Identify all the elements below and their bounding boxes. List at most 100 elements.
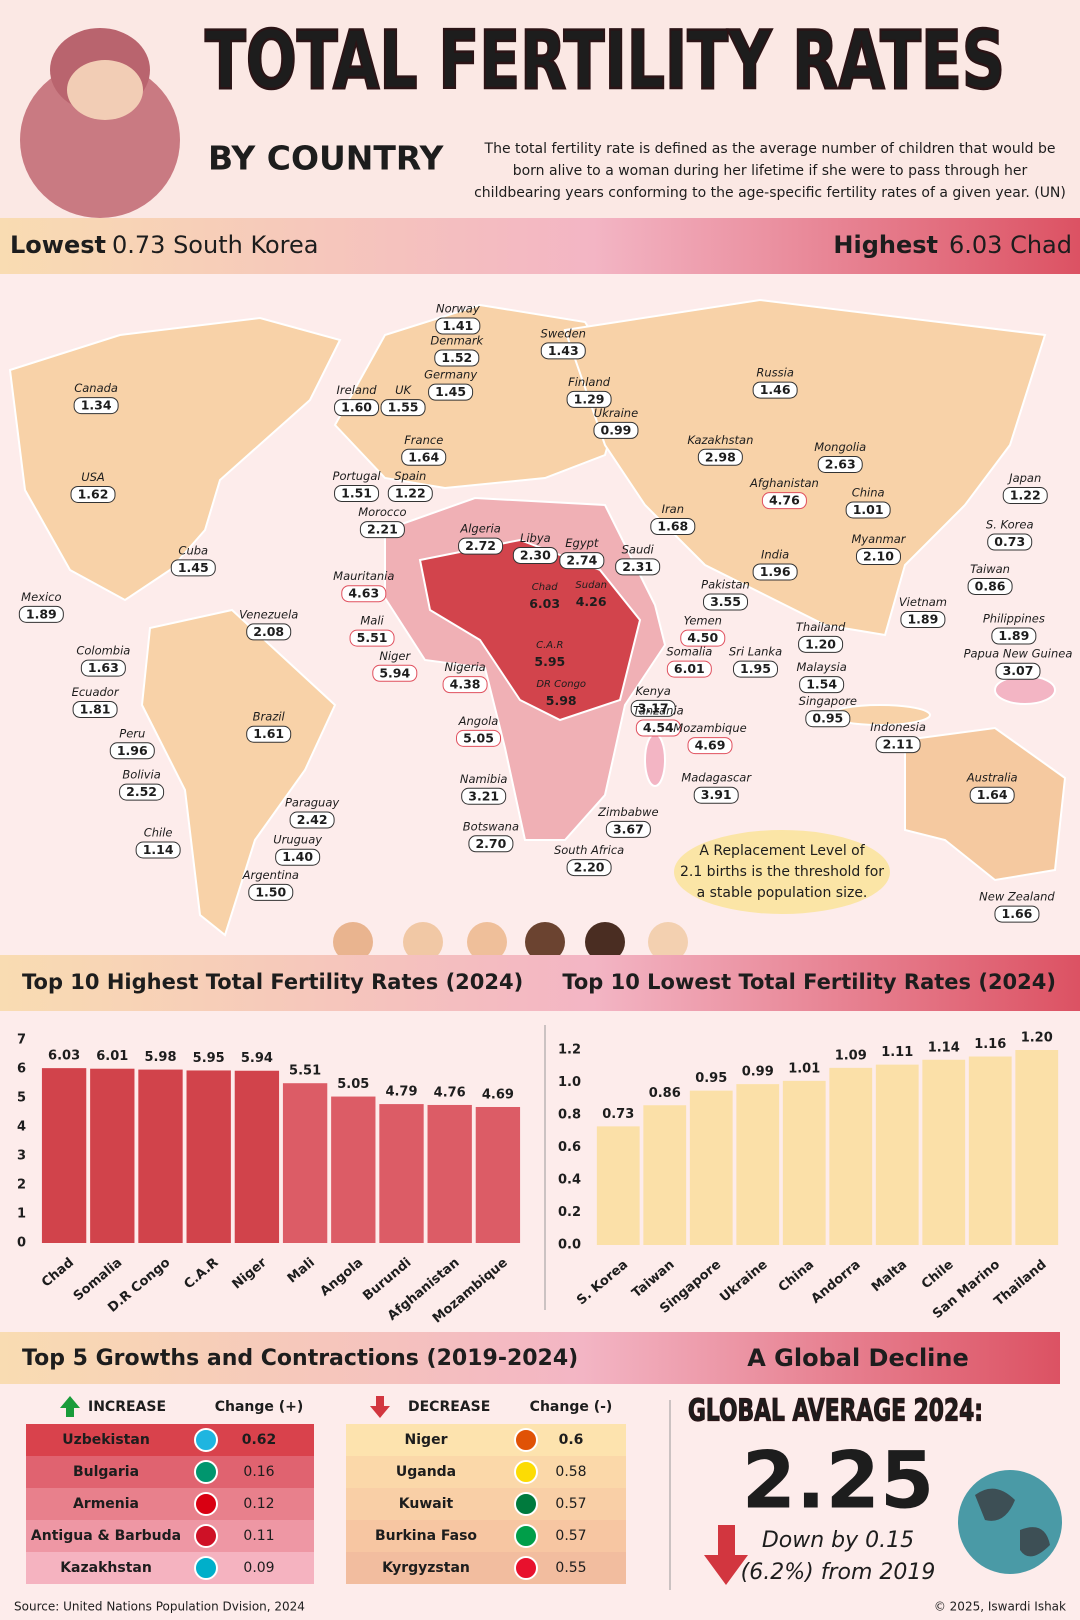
country-name: Chad	[532, 582, 558, 593]
world-map	[8, 298, 1067, 937]
value-box	[248, 883, 294, 901]
table-header: Change (+)	[215, 1399, 304, 1415]
bar-value-label: 0.73	[602, 1107, 634, 1122]
table-row	[346, 1552, 626, 1584]
y-tick-label: 1.0	[558, 1075, 581, 1090]
country-name: Angola	[458, 714, 499, 728]
source: Source: United Nations Population Dvisio…	[14, 1600, 305, 1614]
table-row	[26, 1520, 314, 1552]
note-line: a stable population size.	[697, 885, 868, 901]
change-cell: 0.57	[555, 1496, 586, 1512]
value-box	[170, 559, 216, 577]
country-cell: Kyrgyzstan	[382, 1560, 470, 1576]
y-tick-label: 0.6	[558, 1140, 581, 1155]
country-value: 1.62	[78, 486, 109, 501]
country-name: UK	[395, 383, 412, 397]
country-name: Algeria	[459, 522, 500, 536]
country-value: 2.08	[253, 624, 284, 639]
country-name: France	[404, 433, 443, 447]
value-box	[687, 737, 733, 755]
value-box	[566, 859, 612, 877]
value-box	[900, 611, 946, 629]
bar-value-label: 6.03	[48, 1049, 80, 1064]
country-value: 2.98	[705, 449, 736, 464]
bar	[782, 1080, 826, 1245]
flag-icon	[514, 1524, 538, 1548]
value-box	[666, 660, 712, 678]
change-cell: 0.09	[243, 1560, 274, 1576]
country-value: 2.10	[863, 548, 894, 563]
header-bg	[0, 0, 1080, 218]
country-value: 2.42	[297, 812, 328, 827]
value-box	[693, 786, 739, 804]
country-name: Morocco	[358, 505, 406, 519]
global-label: GLOBAL AVERAGE 2024:	[688, 1394, 983, 1429]
charts-heading-bg	[0, 955, 1080, 1011]
country-value: 6.03	[529, 596, 560, 611]
country-cell: Niger	[405, 1432, 448, 1448]
country-value: 1.22	[395, 485, 426, 500]
bar-value-label: 5.05	[337, 1077, 369, 1092]
country-value: 1.96	[117, 743, 148, 758]
arrow-icon	[370, 1396, 390, 1418]
value-box	[372, 664, 418, 682]
bar-value-label: 4.69	[482, 1087, 514, 1102]
lowest-value: 0.73 South Korea	[112, 231, 318, 259]
country-name: Bolivia	[122, 768, 160, 782]
country-value: 1.64	[977, 787, 1008, 802]
changes-heading-bg	[0, 1332, 1060, 1384]
global-value: 2.25	[742, 1436, 934, 1526]
country-name: Thailand	[796, 620, 846, 634]
country-name: Malaysia	[796, 660, 846, 674]
country-name: Niger	[379, 649, 411, 663]
bar-value-label: 1.11	[881, 1045, 913, 1060]
value-box	[969, 786, 1015, 804]
value-box	[855, 547, 901, 565]
bar	[427, 1104, 472, 1243]
country-value: 0.86	[975, 578, 1006, 593]
change-cell: 0.6	[559, 1432, 584, 1448]
bar	[234, 1070, 280, 1243]
country-value: 4.50	[687, 630, 718, 645]
y-tick-label: 7	[17, 1033, 26, 1048]
country-value: 3.55	[710, 594, 741, 609]
country-name: Zimbabwe	[597, 805, 658, 819]
bar-value-label: 1.16	[974, 1037, 1006, 1052]
bar	[1015, 1050, 1059, 1245]
country-value: 1.29	[574, 391, 605, 406]
country-cell: Antigua & Barbuda	[31, 1528, 181, 1544]
value-box	[349, 629, 395, 647]
country-name: Australia	[966, 771, 1018, 785]
change-tables: INCREASE Change (+) Uzbekistan 0.62 Bulgaria…	[26, 1396, 626, 1584]
value-box	[401, 448, 447, 466]
country-value: 2.21	[367, 522, 398, 537]
country-cell: Kuwait	[399, 1496, 454, 1512]
country-name: Canada	[74, 381, 118, 395]
bar	[138, 1069, 183, 1243]
country-name: Sweden	[541, 326, 586, 340]
y-tick-label: 0.4	[558, 1173, 581, 1188]
country-name: Cuba	[178, 543, 208, 557]
bar	[689, 1090, 733, 1245]
value-box	[697, 448, 743, 466]
country-value: 4.54	[643, 720, 674, 735]
country-name: Somalia	[666, 645, 712, 659]
country-value: 2.31	[622, 559, 653, 574]
country-name: Ukraine	[594, 406, 638, 420]
value-box	[995, 662, 1041, 680]
country-name: Germany	[424, 368, 477, 382]
value-box	[630, 699, 676, 717]
country-name: Libya	[520, 531, 551, 545]
bar-value-label: 5.95	[193, 1051, 225, 1066]
value-box	[461, 787, 507, 805]
value-box	[593, 421, 639, 439]
value-box	[334, 399, 380, 417]
country-name: New Zealand	[979, 890, 1055, 904]
value-box	[341, 585, 387, 603]
table-row	[26, 1424, 314, 1456]
value-box	[650, 518, 696, 536]
flag-icon	[194, 1428, 218, 1452]
charts-heading-left: Top 10 Highest Total Fertility Rates (20…	[22, 970, 523, 994]
bar	[968, 1056, 1012, 1245]
country-value: 3.17	[638, 700, 669, 715]
